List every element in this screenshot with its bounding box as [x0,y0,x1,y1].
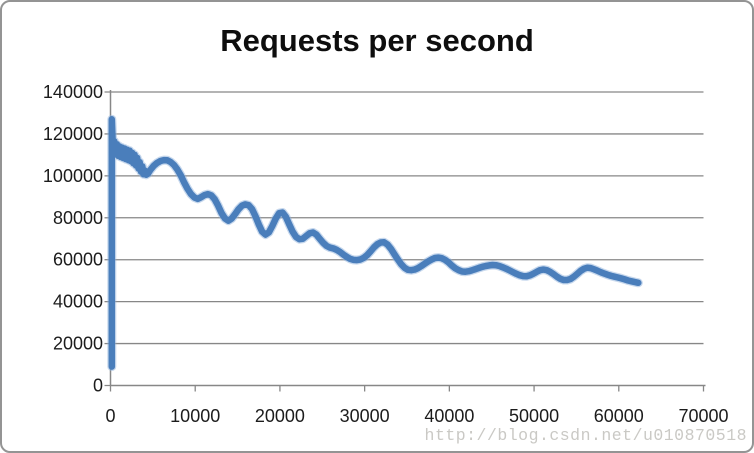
y-tick-label: 120000 [43,124,103,144]
x-tick-label: 50000 [509,406,559,426]
y-tick-label: 140000 [43,82,103,102]
y-tick-label: 20000 [53,334,103,354]
y-tick-label: 60000 [53,250,103,270]
y-tick-label: 80000 [53,208,103,228]
y-tick-label: 0 [93,376,103,396]
x-tick-label: 0 [105,406,115,426]
x-tick-label: 20000 [255,406,305,426]
x-tick-label: 40000 [424,406,474,426]
x-tick-label: 60000 [594,406,644,426]
x-tick-label: 30000 [340,406,390,426]
x-tick-label: 10000 [170,406,220,426]
watermark: http://blog.csdn.net/u010870518 [424,426,747,445]
y-tick-label: 40000 [53,292,103,312]
chart-title: Requests per second [220,23,534,58]
x-tick-label: 70000 [678,406,728,426]
y-tick-label: 100000 [43,166,103,186]
series-line [108,116,642,370]
